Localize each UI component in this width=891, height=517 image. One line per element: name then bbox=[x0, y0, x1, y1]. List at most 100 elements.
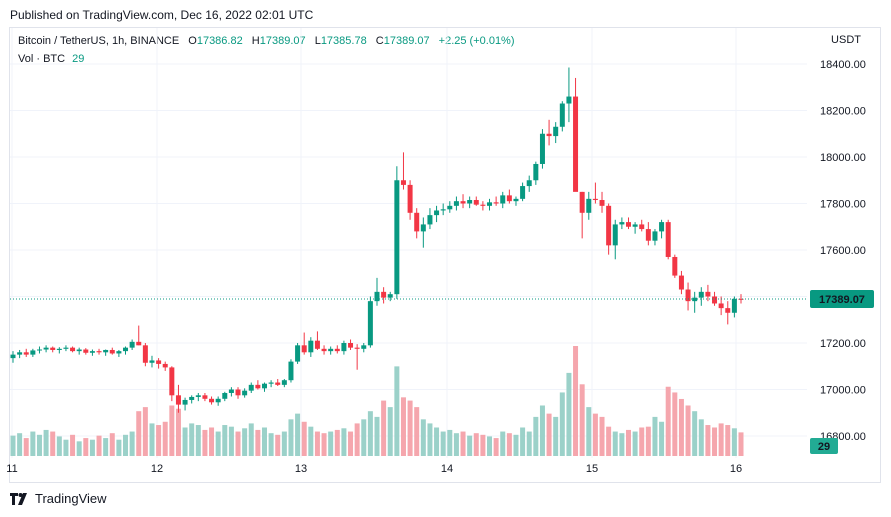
footer: TradingView bbox=[10, 491, 107, 506]
candle-body bbox=[314, 340, 320, 349]
candle-body bbox=[248, 384, 254, 391]
candle-body bbox=[175, 395, 181, 405]
volume-bar bbox=[228, 426, 234, 456]
volume-bar bbox=[625, 429, 631, 456]
volume-bar bbox=[103, 438, 109, 456]
candle-body bbox=[202, 395, 208, 399]
candle-body bbox=[36, 349, 42, 351]
candle-body bbox=[63, 347, 69, 349]
candle-body bbox=[434, 210, 440, 216]
candle-body bbox=[672, 256, 678, 276]
volume-bar bbox=[195, 425, 201, 456]
candle-body bbox=[520, 186, 526, 199]
candle-body bbox=[328, 348, 334, 352]
volume-bar bbox=[566, 372, 572, 456]
volume-bar bbox=[612, 431, 618, 456]
y-tick-label: 18200.00 bbox=[820, 106, 866, 118]
volume-bar bbox=[599, 416, 605, 456]
candle-body bbox=[573, 96, 579, 192]
volume-bar bbox=[255, 429, 261, 456]
candle-body bbox=[235, 389, 241, 396]
volume-bar bbox=[718, 423, 724, 456]
candle-body bbox=[17, 352, 23, 355]
tradingview-logo-icon bbox=[10, 492, 27, 505]
volume-bar bbox=[149, 423, 155, 456]
close-value: 17389.07 bbox=[383, 35, 430, 47]
candle-body bbox=[625, 222, 631, 227]
volume-bar bbox=[434, 427, 440, 456]
candle-body bbox=[546, 133, 552, 137]
volume-bar bbox=[354, 423, 360, 456]
chart-frame bbox=[9, 27, 881, 483]
candle-body bbox=[712, 296, 718, 304]
volume-bar bbox=[374, 416, 380, 456]
candle-body bbox=[103, 349, 109, 353]
volume-bar bbox=[215, 431, 221, 456]
volume-bar bbox=[546, 413, 552, 456]
volume-bar bbox=[725, 425, 731, 456]
candle-body bbox=[460, 201, 466, 204]
candle-body bbox=[599, 200, 605, 206]
candle-body bbox=[182, 399, 188, 405]
volume-bar bbox=[592, 413, 598, 456]
volume-bar bbox=[559, 392, 565, 456]
volume-bar bbox=[142, 407, 148, 456]
volume-bar bbox=[672, 392, 678, 456]
candle-body bbox=[348, 343, 354, 348]
candle-body bbox=[129, 341, 135, 348]
candle-body bbox=[169, 367, 175, 396]
volume-bar bbox=[705, 425, 711, 456]
volume-bar bbox=[659, 421, 665, 456]
x-tick-label: 12 bbox=[151, 463, 163, 475]
candle-body bbox=[288, 361, 294, 381]
candle-body bbox=[149, 360, 155, 363]
candle-body bbox=[579, 191, 585, 213]
candle-body bbox=[480, 204, 486, 206]
candle-body bbox=[500, 195, 506, 204]
volume-bar bbox=[493, 438, 499, 456]
volume-bar bbox=[56, 436, 62, 456]
candle-body bbox=[321, 348, 327, 352]
volume-bar bbox=[23, 438, 29, 456]
change-value: +2.25 (+0.01%) bbox=[438, 35, 515, 47]
candle-body bbox=[447, 205, 453, 210]
candle-body bbox=[242, 390, 248, 396]
volume-bar bbox=[487, 436, 493, 456]
volume-bar bbox=[43, 429, 49, 456]
candle-body bbox=[645, 229, 651, 241]
last-price-label-bg bbox=[810, 290, 874, 309]
candle-body bbox=[493, 202, 499, 204]
volume-bar bbox=[76, 441, 82, 456]
candle-body bbox=[50, 347, 56, 350]
y-tick-label: 18400.00 bbox=[820, 59, 866, 71]
candle-body bbox=[209, 398, 215, 403]
volume-bar bbox=[235, 431, 241, 456]
volume-bar bbox=[394, 366, 400, 456]
volume-legend: Vol · BTC 29 bbox=[18, 53, 84, 65]
candle-body bbox=[361, 345, 367, 349]
volume-bar bbox=[500, 431, 506, 456]
volume-bar bbox=[513, 434, 519, 456]
y-tick-label: 17600.00 bbox=[820, 245, 866, 257]
candle-body bbox=[665, 222, 671, 257]
candle-body bbox=[83, 349, 89, 353]
candle-body bbox=[301, 345, 307, 353]
candle-body bbox=[228, 389, 234, 393]
volume-bar bbox=[520, 427, 526, 456]
volume-bar bbox=[209, 427, 215, 456]
volume-bar bbox=[288, 419, 294, 456]
candle-body bbox=[619, 222, 625, 225]
volume-bar bbox=[738, 432, 744, 456]
volume-bar bbox=[387, 407, 393, 456]
volume-value: 29 bbox=[72, 53, 85, 65]
volume-bar bbox=[281, 431, 287, 456]
volume-bar bbox=[30, 431, 36, 456]
candle-body bbox=[698, 291, 704, 298]
candle-body bbox=[10, 354, 16, 359]
candle-body bbox=[23, 352, 29, 355]
candle-body bbox=[725, 308, 731, 313]
candle-body bbox=[109, 349, 115, 354]
candle-body bbox=[308, 340, 314, 353]
candle-body bbox=[96, 351, 102, 353]
